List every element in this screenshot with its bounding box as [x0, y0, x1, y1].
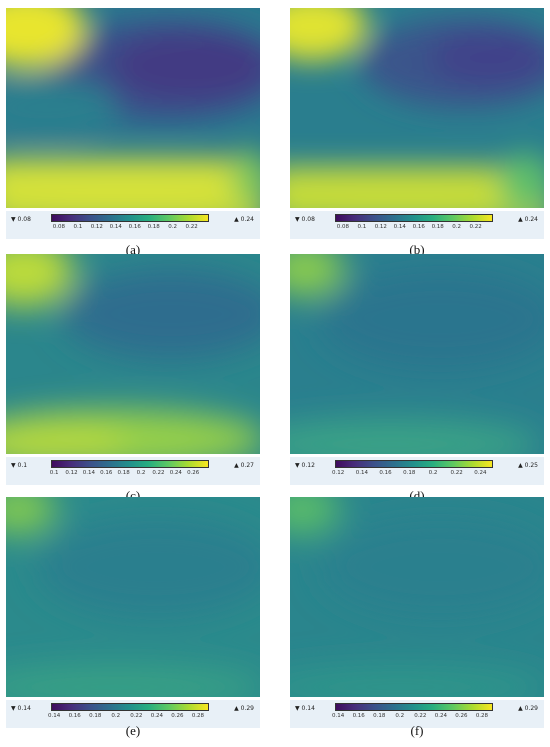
- colorbar-tick-label: 0.24: [434, 713, 447, 719]
- colorbar-tick-label: 0.18: [117, 470, 130, 476]
- colorbar-strip: ▼ 0.1 0.1 0.12 0.14 0.16 0.18 0.2 0.22 0.24 0.26…: [6, 457, 260, 485]
- colorbar-tick-label: 0.22: [130, 713, 143, 719]
- colorbar-tick-label: 0.12: [332, 470, 345, 476]
- colorbar-tick-label: 0.12: [65, 470, 78, 476]
- figure-caption: (e): [125, 723, 141, 738]
- colorbar-tick-label: 0.26: [171, 713, 184, 719]
- colorbar-tick-label: 0.22: [414, 713, 427, 719]
- colorbar-min-label: ▼ 0.08: [11, 216, 31, 223]
- colorbar-tick-label: 0.22: [450, 470, 463, 476]
- colorbar-tick-label: 0.2: [136, 470, 146, 476]
- colorbar-max-label: ▲ 0.24: [518, 216, 538, 223]
- heatmap-image: [6, 254, 260, 454]
- colorbar-tick-label: 0.18: [89, 713, 102, 719]
- colorbar-tick-label: 0.1: [357, 224, 367, 230]
- colorbar: [51, 703, 209, 711]
- figure-caption: (f): [410, 723, 424, 738]
- panel-b: ▼ 0.08 0.08 0.1 0.12 0.14 0.16 0.18 0.2 0.22 ▲ …: [290, 8, 544, 258]
- colorbar-ticks: 0.08 0.1 0.12 0.14 0.16 0.18 0.2 0.22: [335, 224, 493, 234]
- colorbar-max-label: ▲ 0.29: [518, 705, 538, 712]
- colorbar: [51, 214, 209, 222]
- panel-c: ▼ 0.1 0.1 0.12 0.14 0.16 0.18 0.2 0.22 0.24 0.26…: [6, 254, 260, 504]
- colorbar-tick-label: 0.22: [469, 224, 482, 230]
- colorbar-tick-label: 0.22: [185, 224, 198, 230]
- colorbar: [335, 214, 493, 222]
- colorbar-tick-label: 0.2: [168, 224, 178, 230]
- heatmap-image: [290, 497, 544, 697]
- heatmap-image: [6, 8, 260, 208]
- colorbar-tick-label: 0.18: [431, 224, 444, 230]
- colorbar-tick-label: 0.16: [68, 713, 81, 719]
- colorbar-strip: ▼ 0.08 0.08 0.1 0.12 0.14 0.16 0.18 0.2 0.22 ▲ …: [290, 211, 544, 239]
- colorbar-strip: ▼ 0.14 0.14 0.16 0.18 0.2 0.22 0.24 0.26 0.28 ▲…: [290, 700, 544, 728]
- colorbar-tick-label: 0.16: [100, 470, 113, 476]
- colorbar-tick-label: 0.1: [49, 470, 59, 476]
- colorbar-tick-label: 0.24: [169, 470, 182, 476]
- colorbar-ticks: 0.12 0.14 0.16 0.18 0.2 0.22 0.24: [332, 470, 493, 480]
- colorbar-tick-label: 0.16: [352, 713, 365, 719]
- colorbar-strip: ▼ 0.08 0.08 0.1 0.12 0.14 0.16 0.18 0.2 0.22 ▲ …: [6, 211, 260, 239]
- colorbar-ticks: 0.08 0.1 0.12 0.14 0.16 0.18 0.2 0.22: [51, 224, 209, 234]
- colorbar-tick-label: 0.14: [48, 713, 61, 719]
- colorbar-min-label: ▼ 0.08: [295, 216, 315, 223]
- colorbar-tick-label: 0.16: [379, 470, 392, 476]
- colorbar-tick-label: 0.24: [474, 470, 487, 476]
- colorbar-tick-label: 0.2: [428, 470, 438, 476]
- colorbar-tick-label: 0.2: [452, 224, 462, 230]
- panel-f: ▼ 0.14 0.14 0.16 0.18 0.2 0.22 0.24 0.26 0.28 ▲…: [290, 497, 544, 747]
- colorbar-tick-label: 0.14: [82, 470, 96, 476]
- colorbar-tick-label: 0.22: [152, 470, 165, 476]
- panel-e: ▼ 0.14 0.14 0.16 0.18 0.2 0.22 0.24 0.26 0.28 ▲…: [6, 497, 260, 747]
- colorbar-tick-label: 0.08: [52, 224, 66, 230]
- colorbar-max-label: ▲ 0.25: [518, 462, 538, 469]
- colorbar-tick-label: 0.26: [187, 470, 200, 476]
- colorbar: [335, 703, 493, 711]
- colorbar-ticks: 0.14 0.16 0.18 0.2 0.22 0.24 0.26 0.28: [332, 713, 493, 723]
- colorbar-min-label: ▼ 0.14: [11, 705, 31, 712]
- colorbar-tick-label: 0.24: [150, 713, 163, 719]
- colorbar-tick-label: 0.14: [332, 713, 345, 719]
- colorbar: [51, 460, 209, 468]
- colorbar-tick-label: 0.14: [355, 470, 368, 476]
- colorbar-tick-label: 0.18: [147, 224, 160, 230]
- heatmap-image: [290, 8, 544, 208]
- heatmap-image: [6, 497, 260, 697]
- colorbar-tick-label: 0.18: [403, 470, 416, 476]
- colorbar-tick-label: 0.12: [374, 224, 387, 230]
- colorbar-ticks: 0.1 0.12 0.14 0.16 0.18 0.2 0.22 0.24 0.26: [49, 470, 209, 480]
- colorbar-ticks: 0.14 0.16 0.18 0.2 0.22 0.24 0.26 0.28: [48, 713, 209, 723]
- colorbar-tick-label: 0.2: [395, 713, 405, 719]
- colorbar-tick-label: 0.12: [90, 224, 103, 230]
- colorbar-tick-label: 0.2: [111, 713, 121, 719]
- figure-caption: (b): [409, 242, 425, 257]
- colorbar-strip: ▼ 0.12 0.12 0.14 0.16 0.18 0.2 0.22 0.24 ▲ 0.2…: [290, 457, 544, 485]
- colorbar-tick-label: 0.18: [373, 713, 386, 719]
- colorbar-tick-label: 0.28: [191, 713, 205, 719]
- colorbar-min-label: ▼ 0.1: [11, 462, 28, 469]
- colorbar-strip: ▼ 0.14 0.14 0.16 0.18 0.2 0.22 0.24 0.26 0.28 ▲…: [6, 700, 260, 728]
- colorbar-tick-label: 0.16: [128, 224, 141, 230]
- colorbar-max-label: ▲ 0.29: [234, 705, 254, 712]
- colorbar-tick-label: 0.14: [109, 224, 122, 230]
- colorbar-tick-label: 0.14: [393, 224, 406, 230]
- colorbar-max-label: ▲ 0.27: [234, 462, 254, 469]
- colorbar-tick-label: 0.26: [455, 713, 468, 719]
- colorbar-tick-label: 0.08: [336, 224, 350, 230]
- colorbar: [335, 460, 493, 468]
- figure-caption: (a): [125, 242, 141, 257]
- panel-a: ▼ 0.08 0.08 0.1 0.12 0.14 0.16 0.18 0.2 0.22 ▲ …: [6, 8, 260, 258]
- colorbar-min-label: ▼ 0.12: [295, 462, 315, 469]
- panel-d: ▼ 0.12 0.12 0.14 0.16 0.18 0.2 0.22 0.24 ▲ 0.2…: [290, 254, 544, 504]
- colorbar-tick-label: 0.28: [475, 713, 489, 719]
- colorbar-max-label: ▲ 0.24: [234, 216, 254, 223]
- colorbar-min-label: ▼ 0.14: [295, 705, 315, 712]
- colorbar-tick-label: 0.1: [73, 224, 83, 230]
- heatmap-image: [290, 254, 544, 454]
- colorbar-tick-label: 0.16: [412, 224, 425, 230]
